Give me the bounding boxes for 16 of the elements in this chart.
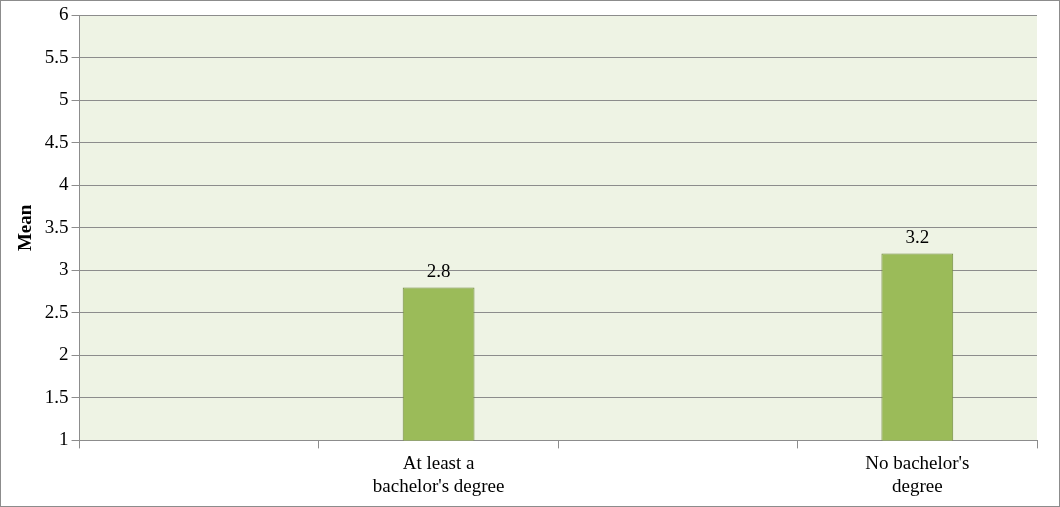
x-tick-label: At least a bachelor's degree: [372, 451, 505, 496]
y-tick-label: 3.5: [44, 215, 69, 237]
y-tick-label: 6: [59, 3, 69, 25]
y-tick-label: 4.5: [44, 130, 69, 152]
y-tick-label: 4: [59, 173, 70, 195]
x-tick-label: No bachelor's degree: [865, 451, 970, 496]
y-tick-label: 1.5: [44, 385, 69, 407]
data-label: 2.8: [426, 259, 451, 281]
y-tick-label: 5: [59, 88, 69, 110]
y-tick-label: 5.5: [44, 45, 69, 67]
y-axis-title: Mean: [14, 204, 36, 252]
y-tick-label: 3: [59, 258, 69, 280]
y-tick-label: 1: [59, 428, 69, 450]
y-tick-label: 2: [59, 343, 69, 365]
y-tick-label: 2.5: [44, 300, 69, 322]
data-label: 3.2: [905, 225, 930, 247]
